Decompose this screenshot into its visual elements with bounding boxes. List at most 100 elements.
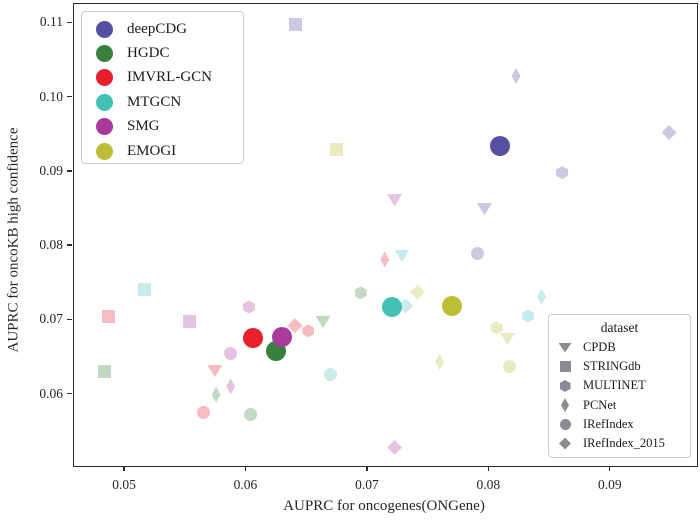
point-HGDC-PCNet [211,386,221,403]
legend-dataset-label: PCNet [583,397,617,412]
legend-method-HGDC: HGDC [82,41,243,65]
point-SMG-IRefIndex_2015 [387,439,403,455]
point-IMVRL-GCN-IRefIndex [197,406,211,420]
point-EMOGI-highlight [441,295,462,316]
legend-dataset-MULTINET: MULTINET [549,376,690,395]
point-MTGCN-highlight [382,297,403,318]
point-deepCDG-MULTINET [556,166,569,180]
point-deepCDG-PCNet [511,68,521,85]
legend-method-MTGCN: MTGCN [82,90,243,114]
y-tick-0.06 [66,392,72,395]
thin-diamond-icon [557,397,573,413]
point-IMVRL-GCN-IRefIndex_2015 [287,318,303,334]
legend-method-label: SMG [127,118,160,135]
y-tick-label-0.08: 0.08 [39,237,63,253]
point-HGDC-STRINGdb [97,365,111,379]
point-IMVRL-GCN-PCNet [380,251,390,268]
point-deepCDG-CPDB [476,203,492,216]
point-IMVRL-GCN-STRINGdb [101,310,115,324]
x-tick-label-0.08: 0.08 [476,477,501,492]
circle-icon [557,416,573,432]
y-tick-0.09 [66,170,72,172]
point-deepCDG-highlight [490,135,511,156]
legend-datasets-rows: CPDB STRINGdb MULTINET PCNet IRefIndex IRefIn… [549,338,690,453]
legend-method-label: IMVRL-GCN [127,69,212,86]
point-HGDC-MULTINET [354,286,367,300]
point-MTGCN-IRefIndex [323,368,337,382]
legend-method-label: EMOGI [127,142,177,159]
legend-dataset-CPDB: CPDB [549,338,690,357]
y-tick-0.08 [66,244,72,246]
point-SMG-MULTINET [242,300,255,314]
point-HGDC-IRefIndex [243,407,257,421]
x-axis-label: AUPRC for oncogenes(ONGene) [283,498,485,514]
square-icon [557,359,573,375]
point-EMOGI-CPDB [500,333,516,346]
legend-method-marker-deepCDG [96,20,113,38]
legend-dataset-label: CPDB [583,340,616,355]
legend-dataset-label: MULTINET [583,378,646,393]
point-MTGCN-PCNet [537,288,547,305]
legend-methods: deepCDG HGDC IMVRL-GCN MTGCN SMG EMOGI [81,11,244,164]
legend-method-deepCDG: deepCDG [82,17,243,41]
legend-method-label: deepCDG [127,20,187,37]
legend-dataset-label: IRefIndex [583,416,634,431]
x-tick-0.09 [609,466,611,472]
legend-datasets: dataset CPDB STRINGdb MULTINET PCNet IRefInd… [548,314,691,458]
y-tick-0.07 [66,318,72,321]
point-SMG-IRefIndex [224,346,238,360]
hexagon-icon [557,378,573,394]
point-IMVRL-GCN-MULTINET [302,324,315,338]
triangle-down-icon [557,340,573,356]
legend-method-SMG: SMG [82,115,243,139]
point-EMOGI-STRINGdb [329,143,343,157]
legend-method-marker-IMVRL-GCN [96,69,113,87]
y-tick-label-0.11: 0.11 [39,14,63,30]
y-tick-label-0.07: 0.07 [39,311,63,327]
point-IMVRL-GCN-CPDB [207,364,223,378]
y-tick-0.11 [66,21,72,23]
y-tick-0.10 [66,95,72,98]
legend-method-marker-MTGCN [96,93,113,111]
x-tick-0.08 [487,466,490,472]
diamond-icon [557,436,573,452]
legend-dataset-label: IRefIndex_2015 [583,436,665,451]
point-EMOGI-PCNet [435,354,445,370]
x-tick-label-0.09: 0.09 [597,477,622,492]
point-MTGCN-MULTINET [522,309,535,323]
legend-datasets-title: dataset [600,320,639,335]
point-HGDC-CPDB [315,315,331,329]
point-SMG-CPDB [387,194,403,207]
y-tick-label-0.09: 0.09 [39,162,63,178]
point-EMOGI-MULTINET [490,321,503,335]
legend-dataset-label: STRINGdb [583,359,641,374]
legend-method-marker-EMOGI [96,142,113,160]
legend-dataset-IRefIndex_2015: IRefIndex_2015 [549,434,690,453]
legend-method-IMVRL-GCN: IMVRL-GCN [82,66,243,90]
point-EMOGI-IRefIndex [503,359,517,373]
point-deepCDG-IRefIndex_2015 [661,124,677,140]
point-MTGCN-STRINGdb [137,283,151,297]
legend-method-marker-HGDC [96,45,113,63]
point-SMG-STRINGdb [182,315,196,329]
x-tick-0.06 [244,466,247,472]
x-tick-label-0.06: 0.06 [233,477,258,492]
point-MTGCN-IRefIndex_2015 [398,298,414,314]
x-tick-0.05 [123,466,125,472]
y-tick-label-0.06: 0.06 [39,385,63,401]
x-tick-label-0.05: 0.05 [112,477,136,492]
legend-method-label: MTGCN [127,93,182,110]
point-EMOGI-IRefIndex_2015 [410,284,426,300]
point-deepCDG-STRINGdb [288,18,302,32]
legend-method-label: HGDC [127,45,170,62]
y-axis-label: AUPRC for oncoKB high confidence [5,127,22,353]
x-tick-0.07 [366,466,368,472]
y-tick-label-0.10: 0.10 [39,88,63,104]
point-SMG-PCNet [226,378,236,395]
legend-dataset-IRefIndex: IRefIndex [549,415,690,434]
legend-method-EMOGI: EMOGI [82,139,243,163]
point-IMVRL-GCN-highlight [242,327,263,348]
legend-dataset-PCNet: PCNet [549,396,690,415]
legend-method-marker-SMG [96,118,113,136]
